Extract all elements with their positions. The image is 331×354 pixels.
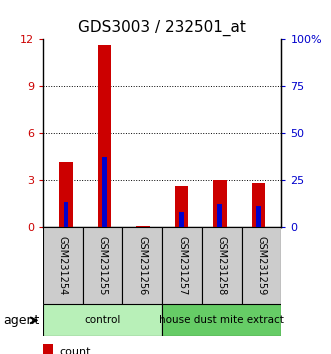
Text: GSM231259: GSM231259 xyxy=(257,236,266,295)
Bar xyxy=(64,202,69,227)
Text: house dust mite extract: house dust mite extract xyxy=(159,315,284,325)
Bar xyxy=(202,227,242,304)
Text: GSM231254: GSM231254 xyxy=(58,236,68,295)
Bar xyxy=(213,180,227,227)
Bar xyxy=(83,227,122,304)
Bar xyxy=(256,206,260,227)
Bar xyxy=(122,227,162,304)
Bar xyxy=(242,227,281,304)
Bar xyxy=(43,304,162,336)
Bar xyxy=(59,162,73,227)
Bar xyxy=(43,344,53,354)
Bar xyxy=(162,304,281,336)
Bar xyxy=(217,204,222,227)
Text: GSM231255: GSM231255 xyxy=(98,236,108,295)
Bar xyxy=(102,157,107,227)
Bar xyxy=(136,226,150,227)
Bar xyxy=(179,212,184,227)
Title: GDS3003 / 232501_at: GDS3003 / 232501_at xyxy=(78,20,246,36)
Text: control: control xyxy=(84,315,121,325)
Bar xyxy=(162,227,202,304)
Text: GSM231257: GSM231257 xyxy=(177,236,187,295)
Text: GSM231256: GSM231256 xyxy=(137,236,147,295)
Bar xyxy=(43,227,83,304)
Text: GSM231258: GSM231258 xyxy=(217,236,227,295)
Bar xyxy=(175,186,188,227)
Bar xyxy=(252,183,265,227)
Text: count: count xyxy=(60,347,91,354)
Text: agent: agent xyxy=(3,314,40,327)
Bar xyxy=(98,45,111,227)
